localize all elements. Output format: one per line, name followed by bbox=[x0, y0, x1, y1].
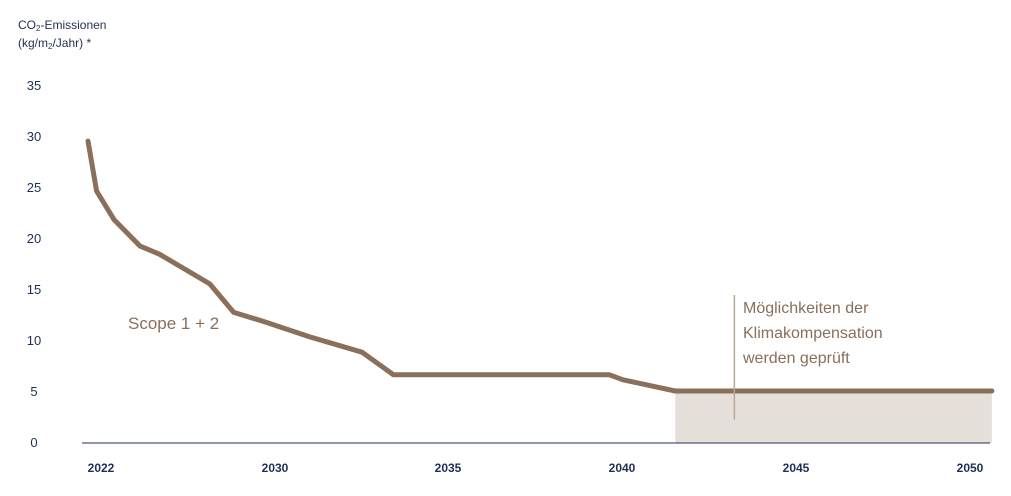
x-tick-label: 2030 bbox=[262, 461, 289, 475]
x-tick-label: 2040 bbox=[609, 461, 636, 475]
y-axis-title: CO2-Emissionen (kg/m2/Jahr) * bbox=[18, 18, 107, 51]
x-tick-label: 2035 bbox=[435, 461, 462, 475]
y-tick-label: 5 bbox=[30, 384, 37, 399]
x-tick-label: 2022 bbox=[88, 461, 115, 475]
x-tick-label: 2050 bbox=[957, 461, 984, 475]
y-tick-label: 30 bbox=[27, 129, 41, 144]
y-tick-label: 25 bbox=[27, 180, 41, 195]
y-tick-label: 35 bbox=[27, 78, 41, 93]
y-tick-label: 10 bbox=[27, 333, 41, 348]
annotation-line: werden geprüft bbox=[742, 350, 850, 367]
series-label: Scope 1 + 2 bbox=[128, 314, 219, 333]
annotation-line: Klimakompensation bbox=[743, 325, 883, 342]
emissions-line bbox=[85, 138, 995, 394]
y-tick-label: 20 bbox=[27, 231, 41, 246]
annotation-line: Möglichkeiten der bbox=[743, 300, 869, 317]
x-tick-label: 2045 bbox=[783, 461, 810, 475]
y-tick-label: 15 bbox=[27, 282, 41, 297]
compensation-area bbox=[675, 390, 992, 443]
y-tick-label: 0 bbox=[30, 435, 37, 450]
